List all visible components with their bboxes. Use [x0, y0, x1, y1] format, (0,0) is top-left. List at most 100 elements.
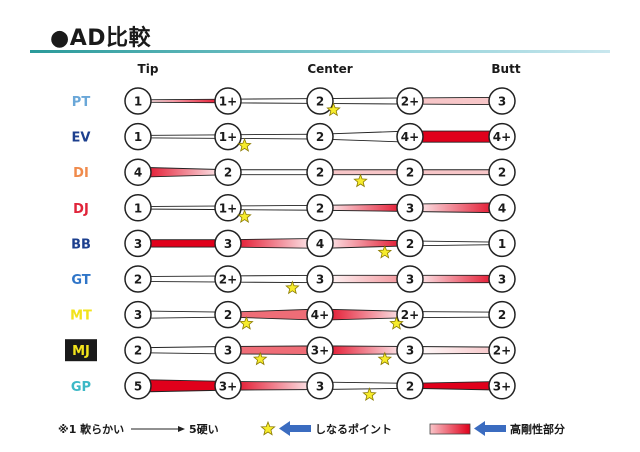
- stiffness-value: 4+: [311, 308, 329, 322]
- stiffness-bar-segment: [409, 381, 503, 391]
- stiffness-bar-segment: [227, 381, 321, 391]
- stiffness-node: [488, 372, 516, 400]
- stiffness-node: [488, 229, 516, 258]
- stiffness-value: 3+: [493, 379, 511, 393]
- stiffness-value: 1+: [219, 130, 237, 144]
- legend: ※1 軟らかい 5硬い しなるポイント 高剛性部分: [58, 420, 565, 436]
- stiffness-node: [306, 194, 334, 222]
- stiffness-value: 2: [134, 344, 142, 358]
- stiffness-node: [124, 300, 152, 329]
- stiffness-node: [396, 336, 424, 364]
- model-label-mt: MT: [70, 309, 92, 324]
- row-gp: GP 5 3+ 3 2 3+: [71, 372, 516, 401]
- stiffness-node: [306, 372, 334, 400]
- stiffness-bar-segment: [409, 274, 503, 284]
- stiffness-node: [488, 336, 516, 364]
- stiffness-value: 1+: [219, 201, 237, 215]
- stiffness-bar-segment: [409, 130, 503, 143]
- stiffness-bar-segment: [409, 169, 503, 176]
- legend-scale-hard: 5硬い: [189, 423, 219, 436]
- stiffness-value: 2: [316, 130, 324, 144]
- stiffness-bar-segment: [227, 133, 321, 140]
- stiffness-value: 1+: [219, 95, 237, 109]
- stiffness-value: 4+: [493, 130, 511, 144]
- legend-arrow-icon: [279, 421, 311, 436]
- legend-flex-point: しなるポイント: [315, 422, 392, 436]
- stiffness-node: [214, 229, 242, 258]
- stiffness-value: 2: [498, 308, 506, 322]
- stiffness-bar-segment: [227, 308, 321, 321]
- stiffness-node: [214, 87, 242, 115]
- stiffness-value: 2: [316, 95, 324, 109]
- stiffness-value: 3: [316, 273, 324, 287]
- stiffness-value: 4+: [401, 130, 419, 144]
- legend-arrow-icon: [474, 421, 506, 436]
- stiffness-value: 1: [498, 237, 506, 251]
- stiffness-value: 2: [316, 201, 324, 215]
- stiffness-node: [214, 122, 242, 151]
- legend-stiff-part: 高剛性部分: [510, 422, 565, 436]
- stiffness-node: [488, 265, 516, 293]
- stiffness-node: [488, 194, 516, 222]
- stiffness-value: 2: [406, 166, 414, 180]
- stiffness-value: 2: [224, 166, 232, 180]
- stiffness-node: [306, 87, 334, 115]
- model-label-pt: PT: [72, 95, 91, 110]
- stiffness-node: [124, 194, 152, 222]
- stiffness-value: 2+: [493, 344, 511, 358]
- stiffness-value: 3+: [311, 344, 329, 358]
- model-label-dj: DJ: [73, 202, 89, 217]
- stiffness-node: [124, 336, 152, 364]
- stiffness-node: [306, 229, 334, 258]
- column-label-tip: Tip: [138, 62, 159, 76]
- stiffness-node: [488, 300, 516, 329]
- stiffness-value: 5: [134, 379, 142, 393]
- flex-point-star-icon: [237, 138, 252, 152]
- stiffness-node: [396, 87, 424, 115]
- stiffness-value: 4: [316, 237, 324, 251]
- flex-point-star-icon: [326, 102, 341, 117]
- stiffness-value: 1: [134, 201, 142, 215]
- row-gt: GT 2 2+ 3 3 3: [71, 265, 516, 295]
- flex-point-star-icon: [285, 280, 300, 295]
- stiffness-value: 2: [316, 166, 324, 180]
- stiffness-value: 3: [224, 344, 232, 358]
- stiffness-value: 2+: [401, 95, 419, 109]
- flex-point-star-icon: [237, 209, 252, 224]
- legend-stiff-swatch: [429, 423, 471, 435]
- stiffness-node: [214, 265, 242, 293]
- flex-point-star-icon: [239, 315, 254, 330]
- stiffness-value: 3: [134, 237, 142, 251]
- stiffness-bar-segment: [409, 346, 503, 355]
- model-label-gp: GP: [71, 380, 91, 395]
- model-rows: PT 1 1+ 2 2+ 3 EV 1 1+ 2 4+ 4+ DI 4 2 2 2 2 DJ 1 1+ 2 3 4 BB 3 3 4 2…: [65, 87, 516, 401]
- stiffness-value: 1: [134, 95, 142, 109]
- stiffness-value: 2: [498, 166, 506, 180]
- stiffness-node: [306, 158, 334, 186]
- stiffness-bar-segment: [409, 311, 503, 319]
- row-pt: PT 1 1+ 2 2+ 3: [72, 87, 516, 117]
- stiffness-bar-segment: [409, 240, 503, 247]
- stiffness-node: [214, 194, 242, 222]
- row-dj: DJ 1 1+ 2 3 4: [73, 194, 516, 224]
- stiffness-node: [214, 158, 242, 186]
- stiffness-node: [396, 158, 424, 186]
- stiffness-bar-segment: [409, 96, 503, 106]
- legend-star-icon: [260, 420, 276, 436]
- stiffness-node: [306, 336, 334, 364]
- stiffness-value: 3: [498, 273, 506, 287]
- stiffness-value: 2: [406, 379, 414, 393]
- stiffness-value: 3: [224, 237, 232, 251]
- stiffness-node: [488, 158, 516, 186]
- stiffness-value: 3: [406, 344, 414, 358]
- stiffness-node: [306, 265, 334, 293]
- stiffness-node: [124, 229, 152, 258]
- stiffness-value: 2+: [401, 308, 419, 322]
- stiffness-node: [396, 229, 424, 258]
- column-label-center: Center: [307, 62, 352, 76]
- stiffness-value: 1: [134, 130, 142, 144]
- flex-point-star-icon: [353, 173, 368, 188]
- legend-scale-soft: ※1 軟らかい: [58, 422, 124, 436]
- stiffness-node: [396, 265, 424, 293]
